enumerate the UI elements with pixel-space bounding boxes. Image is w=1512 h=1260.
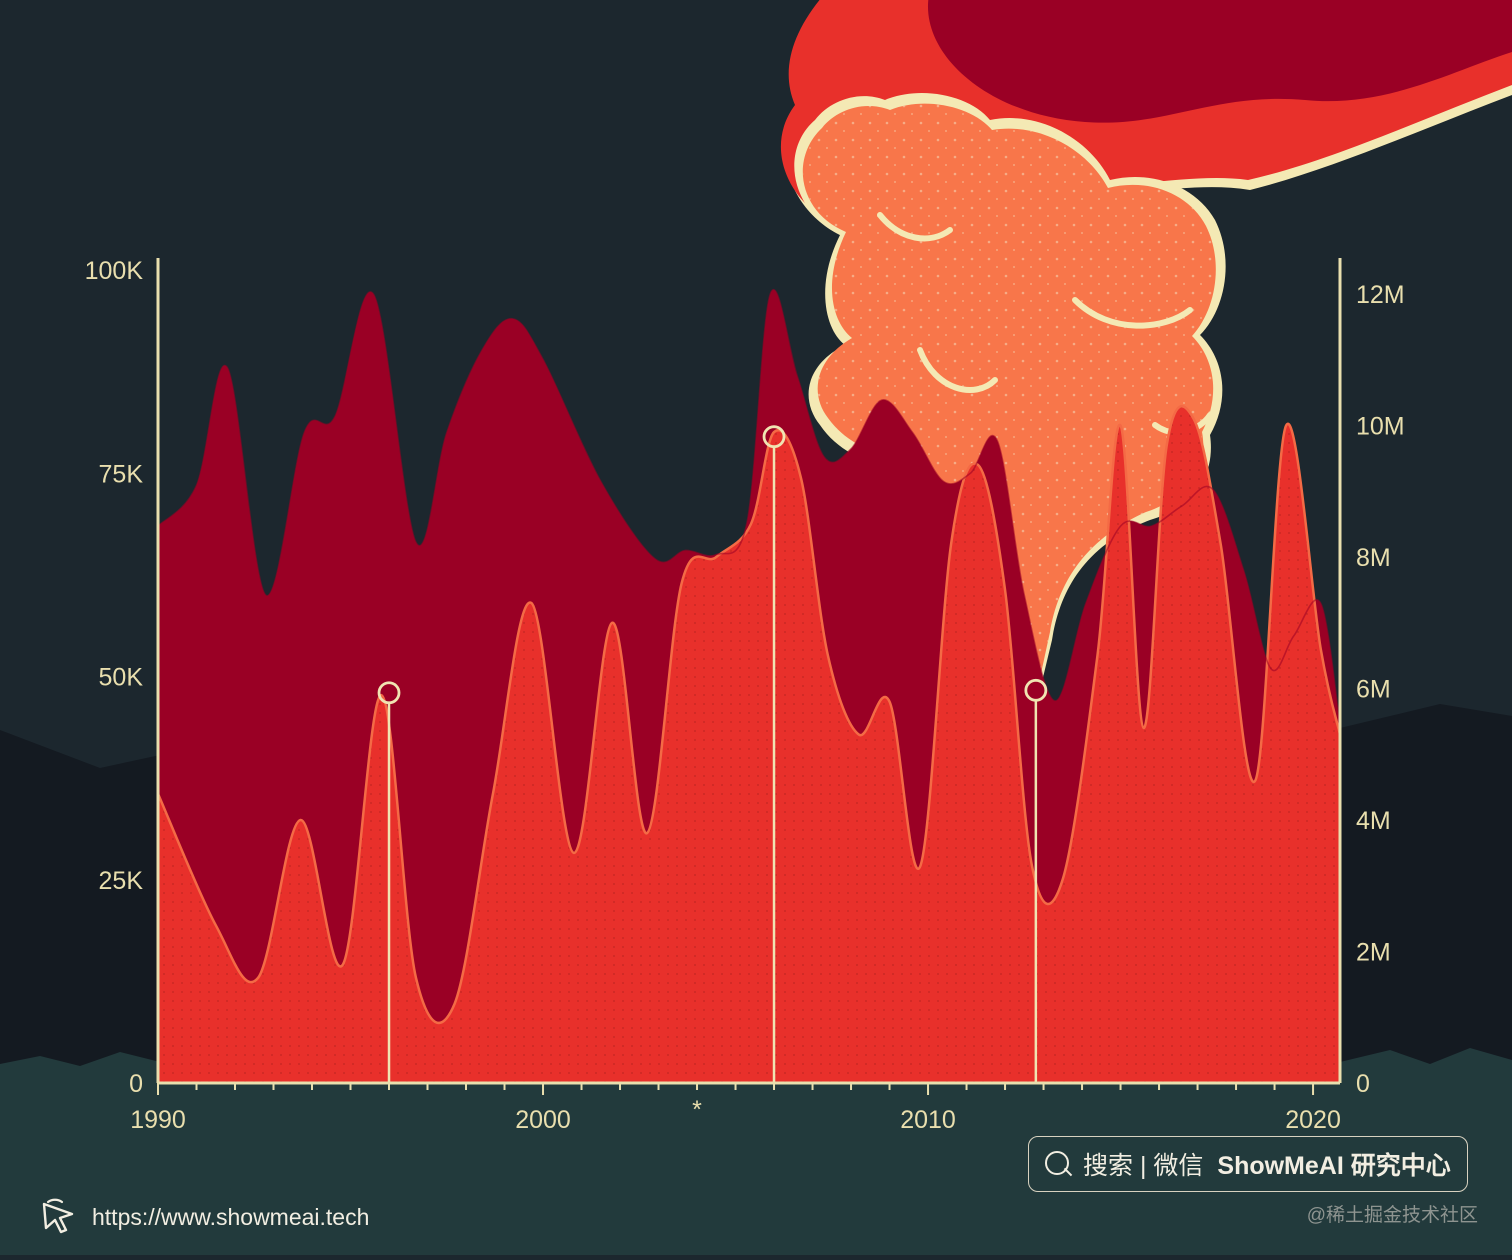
- y-right-tick-label: 6M: [1356, 676, 1391, 704]
- highlight-marker-1: [377, 681, 401, 705]
- x-tick-label: 1990: [130, 1106, 186, 1134]
- cursor-icon: [42, 1198, 74, 1234]
- search-badge-label: 搜索 | 微信: [1083, 1152, 1204, 1180]
- y-left-tick-label: 50K: [99, 664, 144, 692]
- y-right-tick-label: 10M: [1356, 413, 1405, 441]
- site-url: https://www.showmeai.tech: [92, 1203, 370, 1230]
- series-area-texture: [158, 406, 1340, 1084]
- site-link[interactable]: https://www.showmeai.tech: [40, 1198, 369, 1236]
- y-left-tick-label: 25K: [99, 867, 144, 895]
- y-right-tick-label: 4M: [1356, 807, 1391, 835]
- search-badge-brand: ShowMeAI 研究中心: [1217, 1152, 1451, 1180]
- search-icon: [1043, 1149, 1073, 1179]
- watermark: @稀土掘金技术社区: [1306, 1205, 1478, 1226]
- x-tick-label: 2010: [900, 1106, 956, 1134]
- x-axis-marker: *: [692, 1096, 702, 1124]
- y-left-tick-label: 100K: [85, 257, 144, 285]
- mountains-left: [0, 730, 160, 1080]
- y-right-tick-label: 8M: [1356, 544, 1391, 572]
- series-1-overlay-line: [157, 289, 1341, 726]
- highlight-marker-3: [1024, 678, 1048, 702]
- series-line-2: [156, 405, 1342, 1024]
- axes-layer: 1990 2000 2010 2020 * 0 25K 50K 75K 100K 0 2M 4M 6M 8M…: [85, 257, 1405, 1134]
- y-left-tick-label: 0: [129, 1070, 143, 1098]
- highlight-layer: [377, 425, 1048, 1083]
- x-tick-label: 2020: [1285, 1106, 1341, 1134]
- grass-band: [0, 1048, 1512, 1255]
- y-right-tick-label: 2M: [1356, 939, 1391, 967]
- x-tick-label: 2000: [515, 1106, 571, 1134]
- y-right-tick-label: 0: [1356, 1070, 1370, 1098]
- series-layer: [156, 289, 1342, 1084]
- y-left-tick-label: 75K: [99, 460, 144, 488]
- search-badge[interactable]: 搜索 | 微信 ShowMeAI 研究中心: [1028, 1136, 1468, 1192]
- highlight-marker-2: [762, 425, 786, 449]
- mountains-right: [1340, 704, 1512, 1080]
- y-right-tick-label: 12M: [1356, 281, 1405, 309]
- cloud-orange: [794, 92, 1226, 691]
